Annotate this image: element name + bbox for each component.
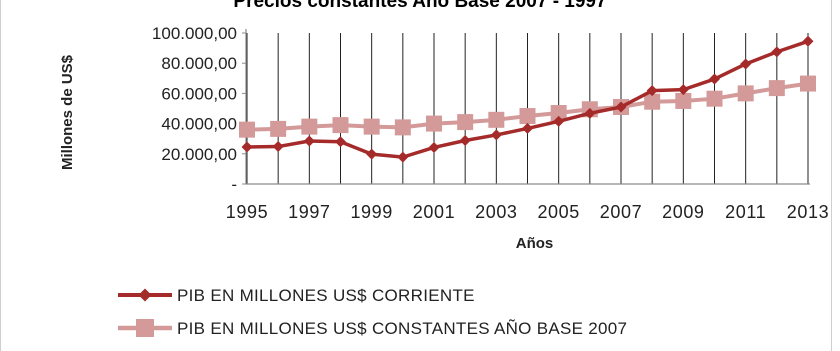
data-point-diamond: [303, 135, 315, 147]
x-tick-label: 2011: [725, 202, 766, 222]
data-point-square: [706, 90, 723, 107]
y-tick-label: 80.000,00: [161, 54, 237, 73]
data-point-square: [737, 85, 754, 102]
data-point-square: [301, 118, 318, 135]
data-point-diamond: [241, 141, 253, 153]
data-point-square: [800, 75, 816, 92]
data-point-square: [394, 119, 411, 136]
data-point-square: [488, 111, 505, 128]
data-point-diamond: [490, 129, 502, 141]
legend-label: PIB EN MILLONES US$ CORRIENTE: [177, 286, 475, 305]
y-tick-label: 100.000,00: [152, 24, 237, 43]
y-tick-label: 40.000,00: [161, 115, 237, 134]
y-tick-label: -: [231, 175, 237, 194]
legend-swatch-square: [136, 319, 154, 337]
data-point-square: [675, 92, 692, 109]
data-point-diamond: [615, 101, 627, 113]
data-point-diamond: [397, 151, 409, 163]
data-point-diamond: [272, 141, 284, 153]
x-axis-title: Años: [516, 235, 554, 252]
data-point-square: [332, 117, 349, 134]
data-point-diamond: [709, 73, 720, 85]
data-point-square: [457, 114, 474, 131]
y-tick-label: 20.000,00: [161, 145, 237, 164]
x-tick-label: 2013: [787, 202, 829, 222]
data-point-diamond: [428, 141, 440, 153]
data-point-diamond: [553, 115, 565, 127]
data-point-square: [363, 118, 380, 135]
data-point-diamond: [740, 58, 752, 70]
x-tick-label: 1997: [288, 202, 330, 222]
x-tick-label: 2001: [413, 202, 455, 222]
data-point-square: [426, 115, 442, 132]
data-point-diamond: [335, 136, 346, 148]
data-point-square: [644, 93, 661, 110]
frame-border-left: [0, 0, 1, 351]
y-axis-title: Millones de US$: [59, 54, 76, 170]
data-point-square: [519, 108, 536, 125]
data-point-diamond: [366, 148, 378, 160]
data-point-square: [550, 105, 567, 122]
x-tick-label: 1999: [350, 202, 392, 222]
chart-title: Precios constantes Año Base 2007 - 1997: [233, 0, 607, 12]
y-tick-label: 60.000,00: [161, 84, 237, 103]
data-point-diamond: [771, 46, 783, 58]
data-point-diamond: [677, 84, 689, 96]
legend-swatch-diamond: [138, 288, 152, 302]
data-point-square: [239, 121, 255, 138]
x-tick-label: 2005: [537, 202, 579, 222]
data-point-square: [270, 120, 287, 137]
x-tick-label: 1995: [226, 202, 268, 222]
x-tick-label: 2003: [475, 202, 517, 222]
data-point-diamond: [459, 135, 471, 147]
data-point-square: [768, 80, 785, 97]
data-point-diamond: [802, 35, 814, 47]
x-tick-label: 2009: [662, 202, 704, 222]
frame-border-right: [831, 0, 832, 351]
legend-label: PIB EN MILLONES US$ CONSTANTES AÑO BASE …: [177, 319, 627, 338]
data-point-diamond: [584, 107, 596, 119]
data-point-diamond: [646, 85, 658, 97]
x-tick-label: 2007: [600, 202, 642, 222]
data-point-diamond: [522, 122, 533, 134]
